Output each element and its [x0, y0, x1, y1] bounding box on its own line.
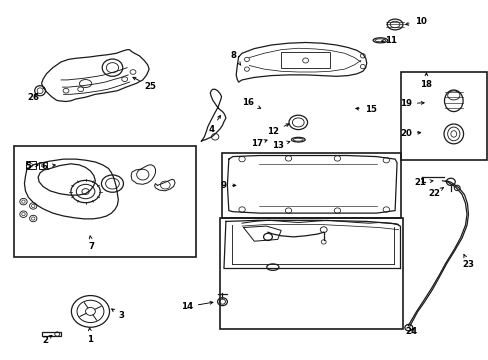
Bar: [14, 146, 195, 257]
Bar: [39, 162, 47, 169]
Bar: [26, 161, 36, 169]
Text: 26: 26: [27, 94, 39, 102]
Text: 23: 23: [462, 255, 473, 269]
Bar: [222, 153, 400, 218]
Text: 16: 16: [242, 98, 260, 108]
Bar: [400, 72, 486, 160]
Text: 4: 4: [208, 116, 220, 134]
Text: 10: 10: [405, 17, 426, 26]
Text: 5: 5: [25, 162, 38, 171]
Text: 1: 1: [87, 328, 93, 343]
Bar: [41, 332, 61, 336]
Text: 7: 7: [89, 236, 95, 251]
Text: 24: 24: [405, 327, 417, 336]
Text: 11: 11: [381, 36, 396, 45]
Text: 18: 18: [420, 73, 431, 89]
Text: 14: 14: [181, 301, 212, 311]
Text: 2: 2: [42, 336, 52, 345]
Text: 21: 21: [414, 178, 432, 187]
Text: 6: 6: [42, 162, 55, 171]
Text: 12: 12: [266, 124, 288, 136]
Text: 22: 22: [427, 188, 443, 198]
Bar: [220, 218, 403, 329]
Text: 25: 25: [133, 77, 156, 91]
Text: 8: 8: [230, 51, 241, 65]
Text: 19: 19: [399, 99, 423, 108]
Text: 15: 15: [355, 105, 376, 114]
Bar: [281, 52, 329, 68]
Text: 20: 20: [399, 129, 420, 138]
Text: 3: 3: [111, 309, 124, 320]
Text: 9: 9: [221, 181, 235, 190]
Text: 13: 13: [271, 141, 289, 150]
Text: 17: 17: [250, 139, 266, 148]
